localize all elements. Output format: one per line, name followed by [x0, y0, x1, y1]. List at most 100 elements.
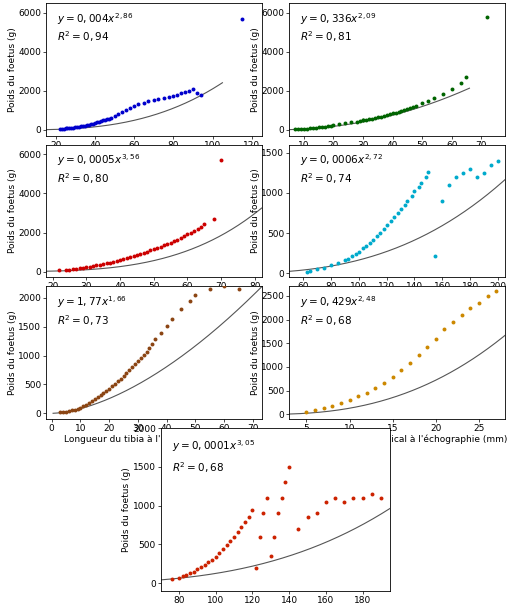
Point: [119, 254, 127, 264]
Point: [85, 398, 93, 408]
Point: [340, 256, 348, 265]
Point: [352, 117, 360, 127]
Point: [431, 333, 439, 343]
Point: [139, 350, 148, 360]
Point: [185, 86, 193, 96]
Point: [167, 575, 176, 584]
Point: [277, 493, 286, 503]
Point: [482, 12, 490, 22]
Point: [294, 524, 302, 534]
X-axis label: Diamètre cordon ombilical à l'échographie (mm): Diamètre cordon ombilical à l'échographi…: [286, 434, 506, 444]
Point: [193, 224, 201, 233]
Point: [178, 572, 186, 581]
Point: [367, 114, 375, 124]
Point: [417, 99, 426, 109]
Point: [345, 396, 353, 405]
Point: [61, 124, 69, 133]
Point: [308, 124, 316, 133]
Point: [126, 104, 134, 113]
Point: [123, 253, 131, 263]
Point: [185, 296, 193, 306]
Point: [133, 356, 142, 366]
Point: [410, 186, 418, 196]
Point: [162, 321, 171, 330]
Point: [226, 537, 234, 546]
Point: [87, 119, 95, 129]
Point: [62, 265, 70, 275]
Point: [354, 247, 362, 256]
Point: [73, 122, 81, 132]
Point: [86, 262, 94, 271]
Point: [367, 489, 375, 499]
Point: [81, 121, 89, 130]
Point: [358, 493, 366, 503]
Text: $\mathit{R}^2 = 0,94$: $\mathit{R}^2 = 0,94$: [56, 30, 109, 45]
Point: [144, 96, 152, 106]
Point: [379, 111, 387, 121]
Point: [293, 124, 301, 134]
Point: [376, 493, 384, 503]
Point: [414, 182, 422, 191]
Point: [110, 379, 119, 389]
Point: [336, 399, 345, 408]
Point: [437, 196, 445, 206]
Point: [129, 251, 137, 261]
Point: [270, 532, 278, 541]
Point: [200, 560, 208, 569]
Point: [479, 168, 487, 178]
Point: [132, 250, 140, 260]
Point: [177, 88, 185, 98]
Point: [150, 95, 158, 104]
Point: [102, 259, 110, 268]
Point: [440, 324, 448, 334]
Point: [222, 540, 231, 550]
Point: [211, 552, 219, 561]
Point: [266, 551, 274, 561]
Point: [148, 339, 156, 349]
Point: [215, 548, 223, 558]
Point: [302, 267, 310, 277]
Point: [305, 124, 314, 133]
Point: [393, 107, 402, 117]
Point: [491, 286, 499, 296]
Text: $y = 0,429x^{2,48}$: $y = 0,429x^{2,48}$: [299, 294, 376, 310]
Point: [112, 256, 121, 266]
Point: [60, 124, 68, 133]
Point: [67, 123, 75, 133]
Point: [94, 393, 102, 402]
Point: [173, 90, 181, 99]
Point: [204, 557, 212, 567]
Point: [406, 104, 414, 113]
Point: [244, 512, 252, 522]
Point: [166, 238, 175, 248]
Point: [153, 243, 161, 253]
Point: [389, 212, 397, 222]
Point: [77, 121, 85, 131]
Point: [175, 573, 183, 582]
Point: [385, 109, 393, 119]
Point: [382, 220, 390, 230]
Point: [347, 118, 355, 127]
Point: [218, 545, 227, 554]
Y-axis label: Poids du foetus (g): Poids du foetus (g): [250, 27, 260, 112]
Point: [189, 567, 197, 576]
Point: [75, 264, 83, 273]
Point: [429, 93, 437, 103]
Point: [173, 235, 181, 244]
Point: [365, 238, 373, 248]
Point: [95, 117, 103, 127]
Point: [150, 244, 158, 254]
Point: [75, 122, 83, 131]
Point: [341, 119, 349, 128]
Point: [128, 362, 136, 372]
Text: $\mathit{R}^2 = 0,68$: $\mathit{R}^2 = 0,68$: [172, 461, 223, 476]
X-axis label: Longueur du dos à l'échographie (mm): Longueur du dos à l'échographie (mm): [308, 292, 484, 302]
Point: [191, 290, 199, 300]
Point: [106, 113, 115, 122]
Point: [416, 178, 425, 188]
Point: [153, 94, 161, 104]
Point: [349, 493, 357, 503]
Point: [403, 104, 411, 114]
Point: [386, 216, 394, 226]
Point: [408, 103, 416, 112]
